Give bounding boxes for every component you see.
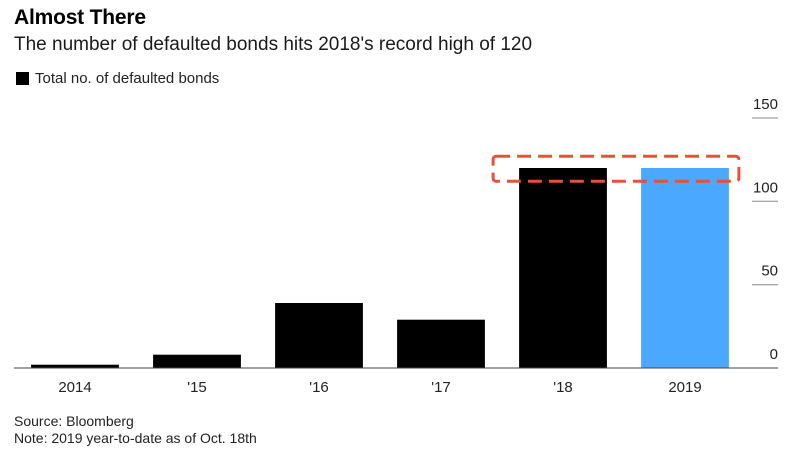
x-tick-label: 2019 (668, 379, 701, 396)
chart-title: Almost There (14, 6, 146, 29)
x-axis-labels: 2014 '15 '16 '17 '18 2019 (58, 379, 701, 396)
y-axis: 0 50 100 150 (752, 96, 778, 363)
footer: Source: Bloomberg Note: 2019 year-to-dat… (14, 413, 257, 447)
x-tick-label: '15 (187, 379, 207, 396)
bar-5 (641, 168, 729, 368)
bar-1 (153, 354, 241, 368)
legend-label: Total no. of defaulted bonds (35, 70, 220, 87)
bar-0 (31, 364, 119, 368)
date-note: Note: 2019 year-to-date as of Oct. 18th (14, 430, 257, 446)
bar-3 (397, 319, 485, 368)
x-tick-label: 2014 (58, 379, 91, 396)
source-note: Source: Bloomberg (14, 413, 134, 429)
y-tick-label: 0 (770, 346, 778, 363)
bars (31, 168, 729, 368)
chart-subtitle: The number of defaulted bonds hits 2018'… (14, 34, 533, 55)
x-tick-label: '16 (309, 379, 329, 396)
highlight-box (491, 154, 741, 183)
bar-2 (275, 303, 363, 368)
y-tick-label: 50 (761, 263, 778, 280)
legend: Total no. of defaulted bonds (16, 70, 219, 87)
y-tick-label: 150 (753, 96, 778, 113)
legend-swatch (16, 72, 29, 85)
x-tick-label: '17 (431, 379, 451, 396)
y-tick-label: 100 (753, 179, 778, 196)
bar-4 (519, 168, 607, 368)
x-tick-label: '18 (553, 379, 573, 396)
